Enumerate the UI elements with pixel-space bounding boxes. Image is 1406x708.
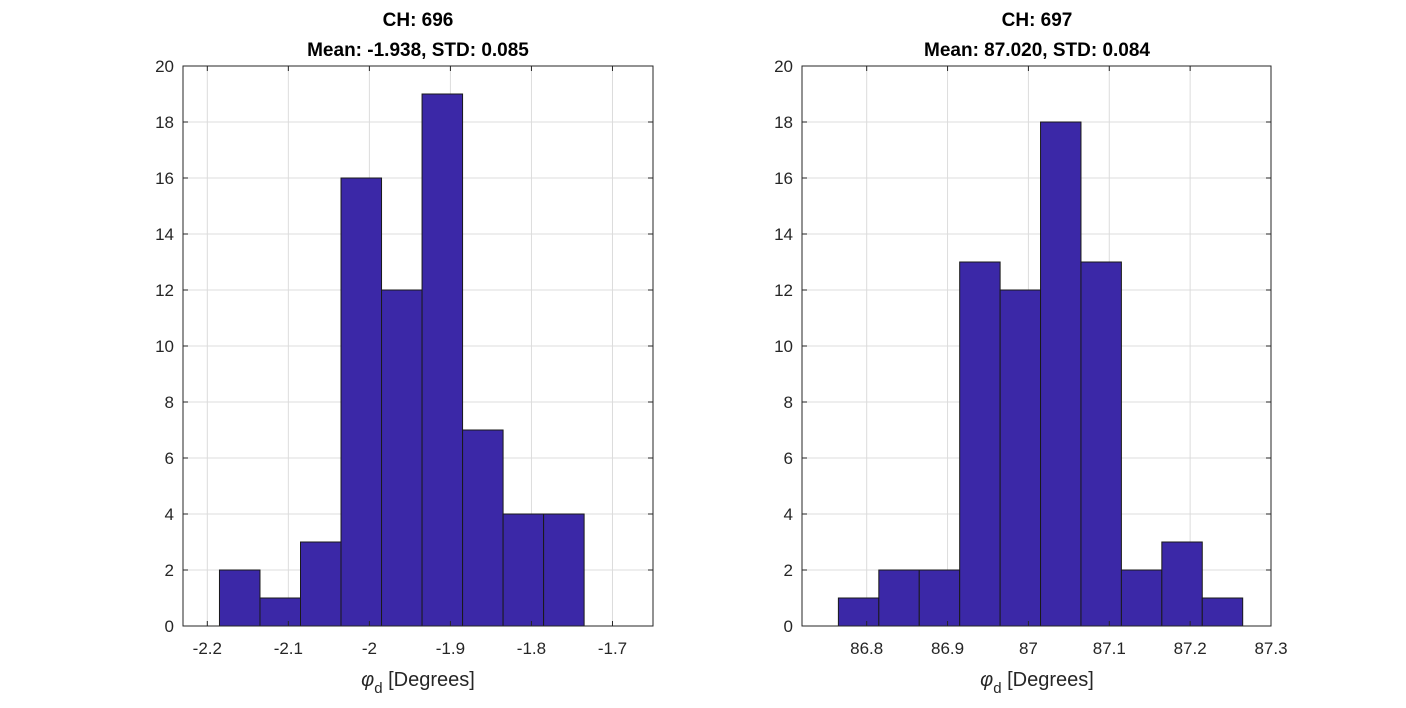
y-tick-label: 14 bbox=[155, 225, 174, 244]
x-axis-label-unit: [Degrees] bbox=[383, 669, 475, 691]
histogram-bar bbox=[381, 289, 423, 627]
y-tick-label: 20 bbox=[774, 57, 793, 76]
x-tick-label: -1.8 bbox=[517, 639, 546, 658]
y-tick-label: 6 bbox=[784, 449, 793, 468]
x-axis-label-unit: [Degrees] bbox=[1002, 669, 1094, 691]
y-tick-label: 18 bbox=[155, 113, 174, 132]
y-tick-label: 12 bbox=[155, 281, 174, 300]
histogram-bar bbox=[918, 569, 961, 627]
histogram-ch-696: CH: 696 Mean: -1.938, STD: 0.085 -2.2 -2.… bbox=[155, 10, 654, 697]
y-tick-label: 16 bbox=[774, 169, 793, 188]
x-tick-label: 86.8 bbox=[850, 639, 883, 658]
histogram-bar bbox=[878, 569, 920, 627]
histogram-bar bbox=[1080, 261, 1122, 627]
x-tick-label: 87 bbox=[1019, 639, 1038, 658]
x-tick-label: 87.3 bbox=[1254, 639, 1287, 658]
histogram-bar bbox=[259, 597, 301, 627]
y-tick-label: 18 bbox=[774, 113, 793, 132]
histogram-ch-697: CH: 697 Mean: 87.020, STD: 0.084 86.8 86.… bbox=[774, 10, 1287, 697]
y-tick-label: 10 bbox=[155, 337, 174, 356]
chart-title: CH: 697 bbox=[1002, 10, 1073, 31]
x-tick-label: 87.1 bbox=[1093, 639, 1126, 658]
y-tick-label: 2 bbox=[784, 561, 793, 580]
x-tick-label: -2 bbox=[362, 639, 377, 658]
y-tick-label: 10 bbox=[774, 337, 793, 356]
histogram-bar bbox=[837, 597, 880, 627]
histogram-bar bbox=[1201, 597, 1244, 627]
y-tick-label: 20 bbox=[155, 57, 174, 76]
histogram-bar bbox=[1161, 541, 1203, 627]
x-tick-label: 86.9 bbox=[931, 639, 964, 658]
histogram-bar bbox=[502, 513, 545, 627]
y-tick-label: 0 bbox=[784, 617, 793, 636]
chart-subtitle: Mean: -1.938, STD: 0.085 bbox=[307, 40, 529, 61]
x-axis-label-subscript: d bbox=[374, 680, 382, 697]
histogram-bar bbox=[300, 541, 342, 627]
histogram-bar bbox=[999, 289, 1042, 627]
x-axis-label: φd [Degrees] bbox=[361, 669, 475, 697]
histogram-bar bbox=[959, 261, 1001, 627]
x-axis-label-subscript: d bbox=[993, 680, 1001, 697]
y-tick-label: 14 bbox=[774, 225, 793, 244]
histogram-bar bbox=[218, 569, 261, 627]
x-axis-label-symbol: φ bbox=[980, 669, 993, 691]
histogram-bar bbox=[1040, 121, 1082, 627]
x-tick-label: -2.2 bbox=[193, 639, 222, 658]
histogram-bar bbox=[340, 177, 383, 627]
x-tick-label: -2.1 bbox=[274, 639, 303, 658]
chart-title: CH: 696 bbox=[383, 10, 454, 31]
y-tick-label: 2 bbox=[165, 561, 174, 580]
x-axis-label: φd [Degrees] bbox=[980, 669, 1094, 697]
chart-subtitle: Mean: 87.020, STD: 0.084 bbox=[924, 40, 1150, 61]
x-tick-label: -1.7 bbox=[598, 639, 627, 658]
histogram-bar bbox=[462, 429, 504, 627]
y-tick-label: 4 bbox=[165, 505, 174, 524]
x-tick-label: -1.9 bbox=[436, 639, 465, 658]
y-tick-label: 8 bbox=[165, 393, 174, 412]
histogram-bar bbox=[1120, 569, 1163, 627]
histogram-bar bbox=[421, 93, 464, 627]
y-tick-label: 12 bbox=[774, 281, 793, 300]
x-tick-label: 87.2 bbox=[1174, 639, 1207, 658]
y-tick-label: 4 bbox=[784, 505, 793, 524]
x-axis-label-symbol: φ bbox=[361, 669, 374, 691]
y-tick-label: 6 bbox=[165, 449, 174, 468]
y-tick-label: 16 bbox=[155, 169, 174, 188]
y-tick-label: 8 bbox=[784, 393, 793, 412]
y-tick-label: 0 bbox=[165, 617, 174, 636]
histogram-bar bbox=[543, 513, 585, 627]
